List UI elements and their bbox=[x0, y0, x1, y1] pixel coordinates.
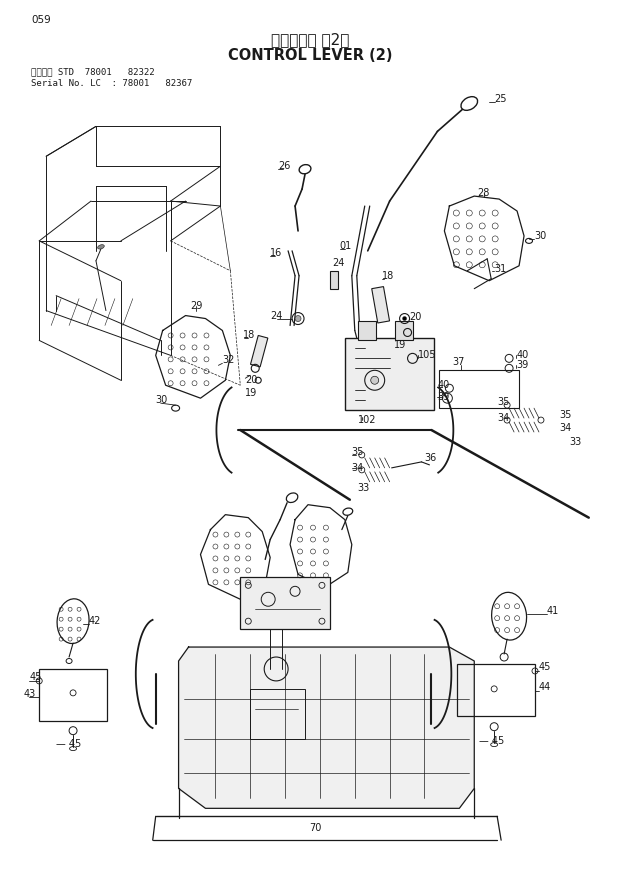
Text: 28: 28 bbox=[477, 188, 490, 198]
Text: 40: 40 bbox=[438, 380, 450, 390]
Bar bbox=[250, 336, 268, 367]
Circle shape bbox=[371, 377, 379, 385]
Text: 41: 41 bbox=[547, 606, 559, 616]
Bar bbox=[345, 338, 435, 410]
Text: 19: 19 bbox=[394, 341, 406, 350]
Bar bbox=[330, 271, 338, 289]
Ellipse shape bbox=[97, 244, 104, 249]
Text: 30: 30 bbox=[534, 231, 546, 241]
Text: 34: 34 bbox=[559, 423, 571, 433]
Text: 16: 16 bbox=[270, 248, 283, 258]
Text: 19: 19 bbox=[246, 388, 257, 399]
Text: 適用号機 STD  78001   82322: 適用号機 STD 78001 82322 bbox=[31, 67, 155, 76]
Text: 20: 20 bbox=[410, 312, 422, 321]
Text: 102: 102 bbox=[358, 415, 376, 425]
Text: 45: 45 bbox=[29, 672, 42, 682]
Text: 39: 39 bbox=[516, 360, 528, 371]
Bar bbox=[372, 286, 389, 323]
Text: — 45: — 45 bbox=[56, 738, 81, 749]
Bar bbox=[458, 664, 535, 716]
Text: 37: 37 bbox=[453, 357, 465, 367]
Text: — 45: — 45 bbox=[479, 736, 505, 745]
Text: 33: 33 bbox=[569, 437, 581, 447]
Text: 操作レバー （2）: 操作レバー （2） bbox=[271, 32, 349, 47]
Text: 29: 29 bbox=[190, 300, 203, 311]
Bar bbox=[394, 321, 412, 341]
Bar bbox=[358, 321, 376, 341]
Text: 42: 42 bbox=[89, 616, 101, 626]
Text: 24: 24 bbox=[332, 258, 344, 268]
Text: 26: 26 bbox=[278, 161, 291, 171]
Bar bbox=[440, 371, 519, 408]
Circle shape bbox=[295, 315, 301, 321]
Text: 40: 40 bbox=[516, 350, 528, 360]
Text: 20: 20 bbox=[246, 375, 258, 385]
Text: 35: 35 bbox=[352, 447, 364, 457]
Text: 35: 35 bbox=[559, 410, 571, 420]
Circle shape bbox=[402, 316, 407, 321]
Text: 39: 39 bbox=[438, 392, 450, 402]
Bar bbox=[241, 577, 330, 629]
Text: 24: 24 bbox=[270, 311, 283, 321]
Text: 105: 105 bbox=[417, 350, 436, 360]
Text: 18: 18 bbox=[382, 271, 394, 280]
Bar bbox=[250, 689, 305, 738]
Text: 33: 33 bbox=[358, 483, 370, 493]
Text: 45: 45 bbox=[539, 662, 551, 672]
Text: 34: 34 bbox=[497, 413, 510, 423]
Text: 44: 44 bbox=[539, 682, 551, 692]
Bar bbox=[39, 669, 107, 721]
Text: CONTROL LEVER (2): CONTROL LEVER (2) bbox=[228, 48, 392, 63]
Text: 32: 32 bbox=[223, 356, 235, 365]
Text: 43: 43 bbox=[24, 689, 35, 699]
Text: 70: 70 bbox=[309, 823, 321, 833]
Text: 25: 25 bbox=[494, 94, 507, 103]
Text: 01: 01 bbox=[340, 241, 352, 251]
Text: 059: 059 bbox=[31, 15, 51, 25]
Text: 34: 34 bbox=[352, 463, 364, 473]
Text: 30: 30 bbox=[156, 395, 168, 406]
Text: Serial No. LC  : 78001   82367: Serial No. LC : 78001 82367 bbox=[31, 79, 192, 88]
Text: 35: 35 bbox=[497, 397, 510, 407]
Text: 36: 36 bbox=[425, 453, 436, 463]
Polygon shape bbox=[179, 647, 474, 809]
Text: 31: 31 bbox=[494, 264, 507, 274]
Text: 18: 18 bbox=[243, 330, 255, 341]
